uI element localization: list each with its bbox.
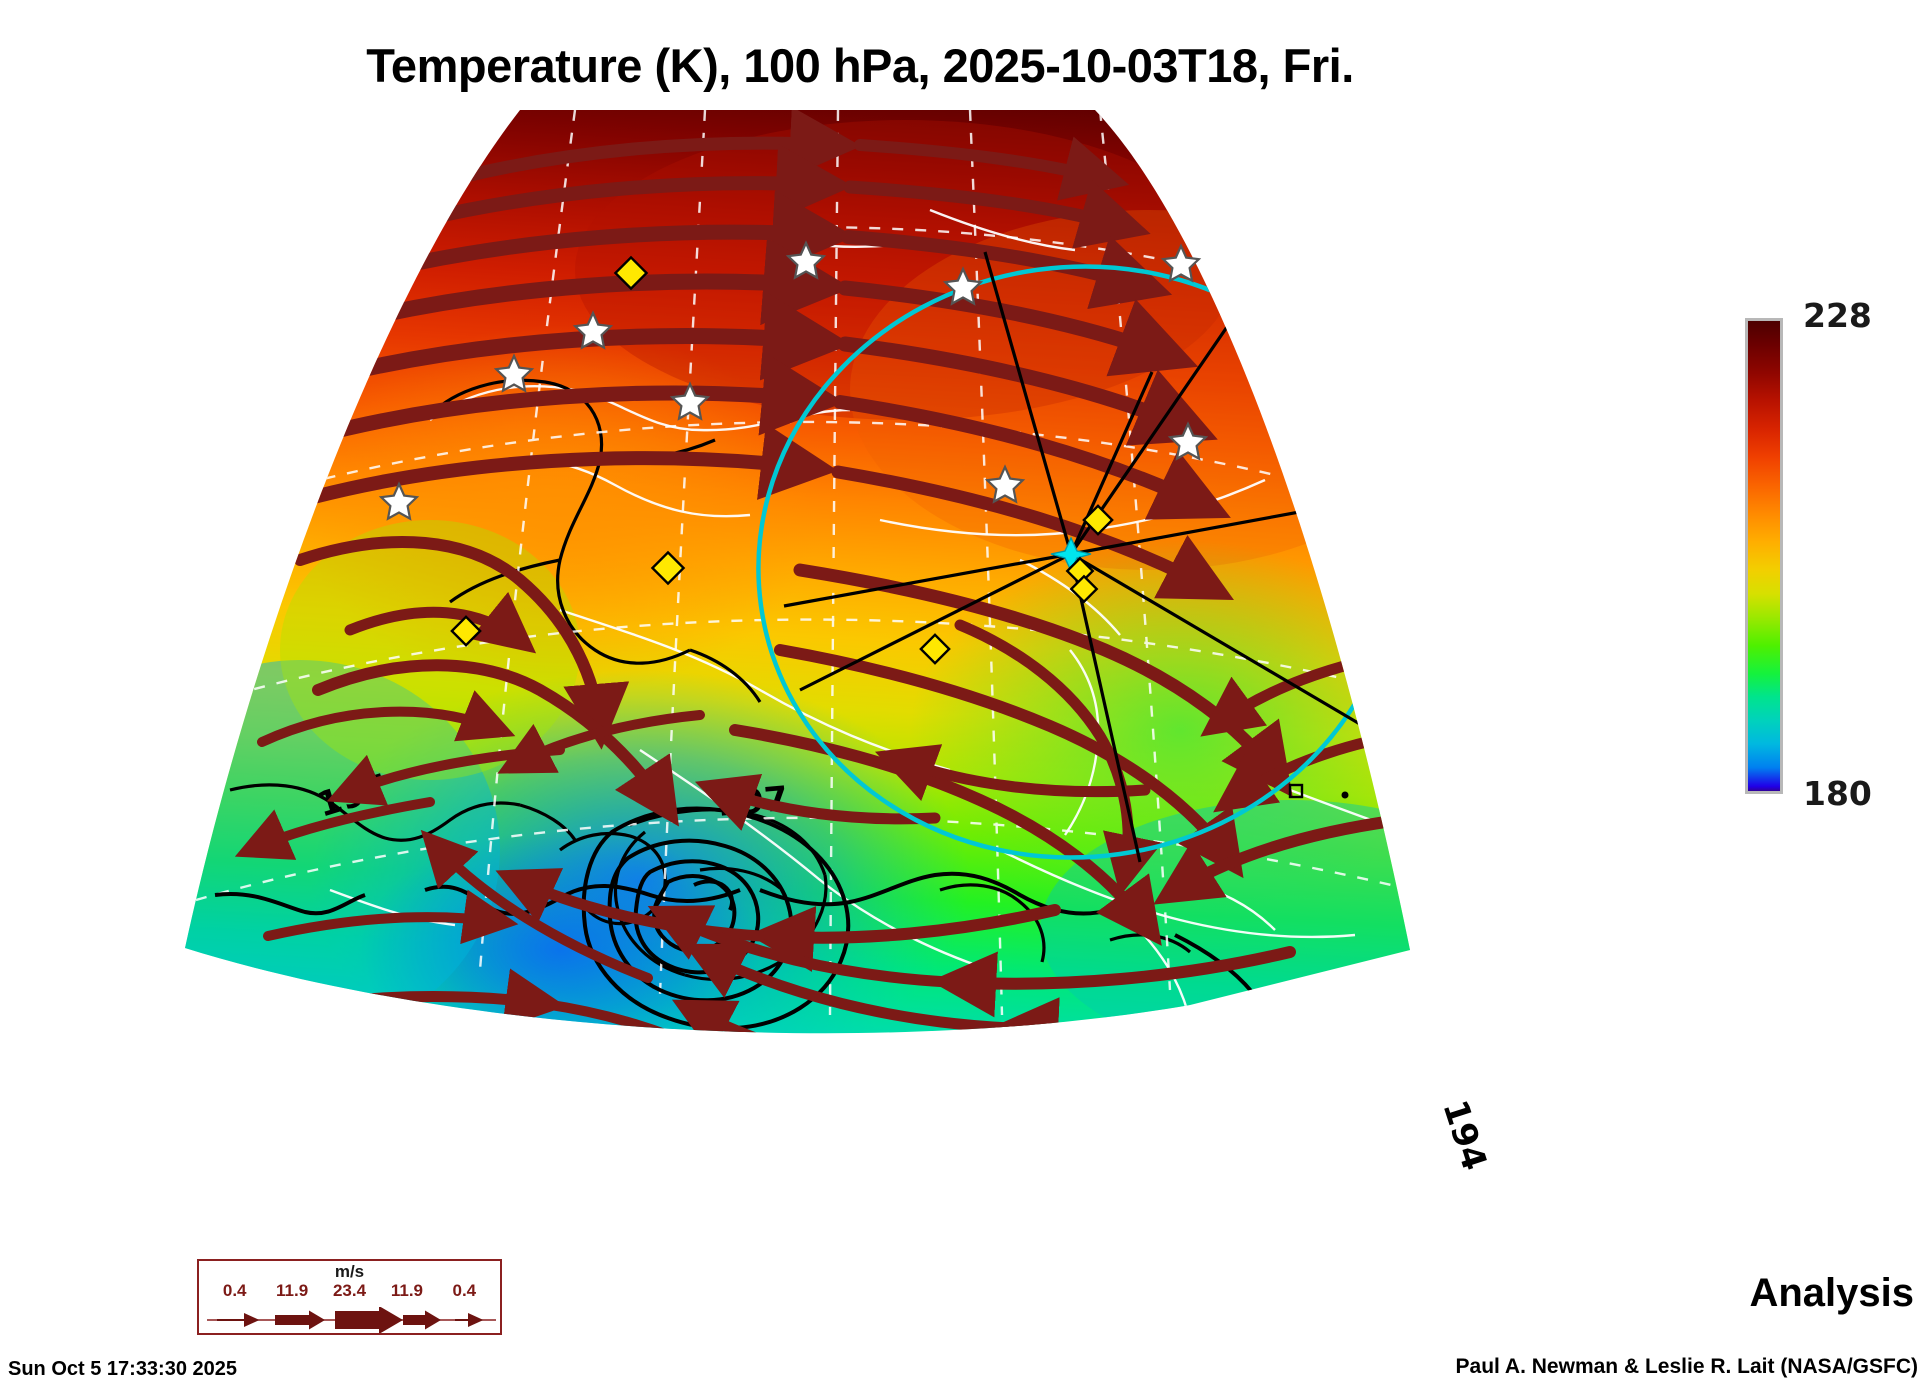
wind-legend-value-2: 23.4	[332, 1281, 367, 1300]
star-marker[interactable]	[785, 240, 827, 280]
wind-legend-arrow-graphic	[207, 1306, 496, 1334]
author-credit: Paul A. Newman & Leslie R. Lait (NASA/GS…	[1455, 1355, 1918, 1378]
wind-legend-units: m/s	[334, 1262, 365, 1281]
diamond-marker[interactable]	[650, 550, 686, 586]
wind-speed-legend: m/s 0.4 11.9 23.4 11.9 0.4	[197, 1259, 502, 1335]
colorbar-min-label: 180	[1803, 774, 1872, 813]
diamond-marker[interactable]	[450, 615, 482, 647]
map-plot-area[interactable]: 197 197 194	[0, 90, 1700, 1250]
page-title: Temperature (K), 100 hPa, 2025-10-03T18,…	[366, 39, 1354, 92]
colorbar-max-label: 228	[1803, 296, 1872, 335]
wind-streamlines	[220, 110, 1410, 1034]
star-marker[interactable]	[378, 481, 420, 521]
contour-label-194-southeast: 194	[1434, 1095, 1494, 1175]
star-marker[interactable]	[493, 353, 535, 393]
diamond-marker[interactable]	[1082, 504, 1114, 536]
wind-legend-value-0: 0.4	[222, 1281, 247, 1300]
station-star-markers[interactable]	[378, 240, 1209, 521]
diamond-marker[interactable]	[1069, 574, 1099, 604]
colorbar[interactable]: 228 180	[1745, 296, 1872, 813]
wind-legend-values: 0.4 11.9 23.4 11.9 0.4	[206, 1281, 493, 1301]
star-marker[interactable]	[942, 266, 984, 306]
colorbar-gradient	[1745, 318, 1783, 794]
wind-legend-value-4: 0.4	[452, 1281, 477, 1300]
analysis-label: Analysis	[1749, 1271, 1914, 1315]
star-marker[interactable]	[669, 381, 711, 421]
diamond-marker[interactable]	[613, 255, 649, 291]
wind-legend-value-1: 11.9	[276, 1281, 309, 1300]
station-diamond-markers[interactable]	[450, 255, 1114, 665]
star-marker[interactable]	[572, 310, 614, 350]
dot-marker[interactable]	[1341, 791, 1349, 799]
star-marker[interactable]	[984, 464, 1026, 504]
star-marker[interactable]	[1160, 243, 1202, 283]
diamond-marker[interactable]	[919, 633, 951, 665]
square-marker[interactable]	[1288, 783, 1304, 799]
star-marker[interactable]	[1167, 421, 1209, 461]
wind-legend-value-3: 11.9	[390, 1281, 423, 1300]
generation-timestamp: Sun Oct 5 17:33:30 2025	[8, 1358, 238, 1380]
